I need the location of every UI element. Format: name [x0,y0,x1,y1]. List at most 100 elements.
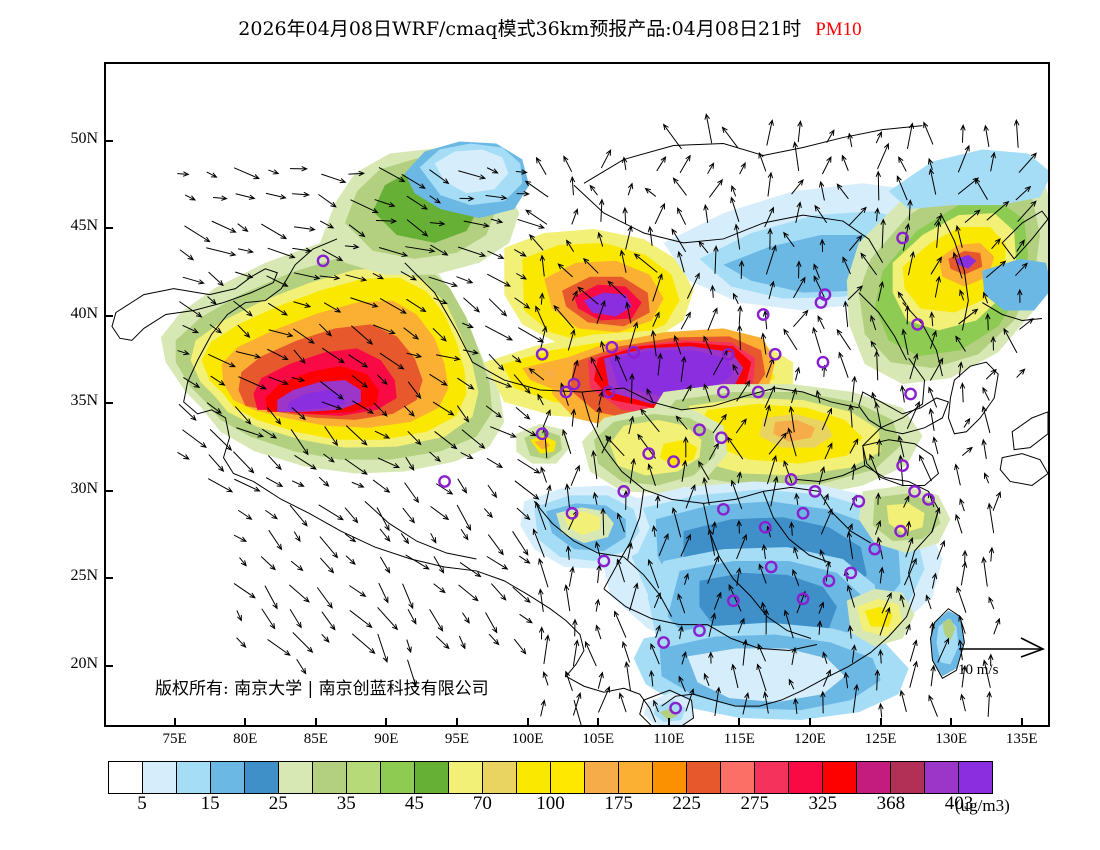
station-marker[interactable] [693,423,706,437]
station-marker[interactable] [721,347,735,361]
station-marker[interactable] [796,506,810,520]
wind-vector-arrow [649,669,655,687]
wind-vector-arrow [702,476,710,506]
station-marker[interactable] [316,254,330,268]
wind-vector-arrow [323,453,335,463]
wind-vector-arrow [964,209,981,223]
station-marker[interactable] [438,475,451,488]
station-marker[interactable] [764,560,778,574]
wind-vector-arrow [763,404,771,427]
wind-vector-arrow [763,691,769,714]
wind-vector-arrow [847,624,853,639]
wind-vector-arrow [728,583,742,612]
wind-vector-arrow [433,556,445,574]
wind-vector-arrow [875,492,881,505]
station-marker[interactable] [908,485,921,498]
wind-vector-arrow [265,192,287,200]
wind-vector-arrow [594,598,601,612]
station-marker[interactable] [559,385,573,399]
colorbar-tick-label: 275 [740,793,769,814]
wind-vector-arrow [680,311,691,330]
station-marker-group[interactable] [316,231,935,715]
station-marker[interactable] [667,455,680,468]
wind-vector-arrow [685,688,695,712]
station-marker[interactable] [717,385,730,399]
map-plot-area[interactable] [104,62,1050,727]
station-marker[interactable] [642,447,656,461]
wind-vector-arrow [345,274,368,282]
x-axis-tick [597,718,600,727]
station-marker[interactable] [852,494,866,508]
wind-vector-arrow [428,276,459,288]
station-marker[interactable] [657,636,671,649]
station-marker[interactable] [922,493,935,506]
station-marker[interactable] [597,554,611,568]
station-marker[interactable] [751,385,765,399]
wind-vector-arrow [787,427,797,457]
wind-vector-arrow [570,408,577,427]
station-marker[interactable] [726,594,740,608]
station-marker[interactable] [602,385,616,399]
wind-vector-arrow [324,426,338,447]
wind-vector-arrow [736,533,747,560]
colorbar-unit-label: (ug/m3) [955,796,1010,815]
wind-vector-arrow [572,618,578,637]
wind-vector-arrow [1015,262,1028,276]
station-marker[interactable] [896,231,909,245]
wind-vector-arrow [795,201,802,224]
wind-vector-arrow [573,691,582,716]
colorbar[interactable] [108,761,993,794]
station-marker[interactable] [535,347,549,361]
station-marker[interactable] [822,574,836,588]
wind-vector-arrow [766,454,777,485]
wind-vector-arrow [836,328,851,351]
wind-vector-arrow [817,315,825,330]
station-marker[interactable] [818,288,832,301]
wind-vector-arrow [875,520,882,535]
station-marker[interactable] [816,355,830,369]
station-marker[interactable] [894,524,907,538]
station-marker[interactable] [904,387,917,401]
station-marker[interactable] [567,377,581,391]
wind-vector-arrow [607,280,626,299]
colorbar-swatch [245,762,279,793]
station-marker[interactable] [535,427,549,441]
station-marker[interactable] [627,345,641,359]
station-marker[interactable] [715,431,728,445]
station-marker[interactable] [768,347,782,361]
wind-vector-arrow [988,546,995,562]
pm10-concentration-map[interactable] [106,64,1048,725]
wind-vector-arrow [459,635,466,650]
wind-vector-arrow [542,409,551,428]
contour-band-group-hami [504,229,694,349]
station-marker[interactable] [756,308,770,321]
station-marker[interactable] [758,520,772,534]
wind-vector-arrow [233,300,253,317]
wind-vector-arrow [928,168,937,195]
station-marker[interactable] [669,701,682,715]
colorbar-swatch [449,762,483,793]
wind-vector-arrow [319,380,344,400]
wind-vector-arrow [458,170,487,180]
station-marker[interactable] [784,473,798,486]
wind-vector-arrow [874,207,880,222]
wind-vector-arrow [239,557,247,567]
wind-vector-arrow [233,583,256,599]
station-marker[interactable] [844,566,858,580]
wind-vector-arrow [485,612,498,634]
station-marker[interactable] [565,506,579,520]
station-marker[interactable] [808,485,822,498]
wind-vector-arrow [714,686,721,717]
station-marker[interactable] [617,485,631,498]
wind-vector-arrow [372,273,384,280]
station-marker[interactable] [868,542,882,556]
wind-vector-arrow [849,438,859,454]
wind-vector-arrow [265,477,284,488]
station-marker[interactable] [717,502,730,516]
wind-vector-arrow [457,377,475,390]
station-marker[interactable] [605,340,619,354]
station-marker[interactable] [911,318,924,331]
station-marker[interactable] [693,624,706,637]
station-marker[interactable] [796,592,810,606]
station-marker[interactable] [896,459,909,472]
